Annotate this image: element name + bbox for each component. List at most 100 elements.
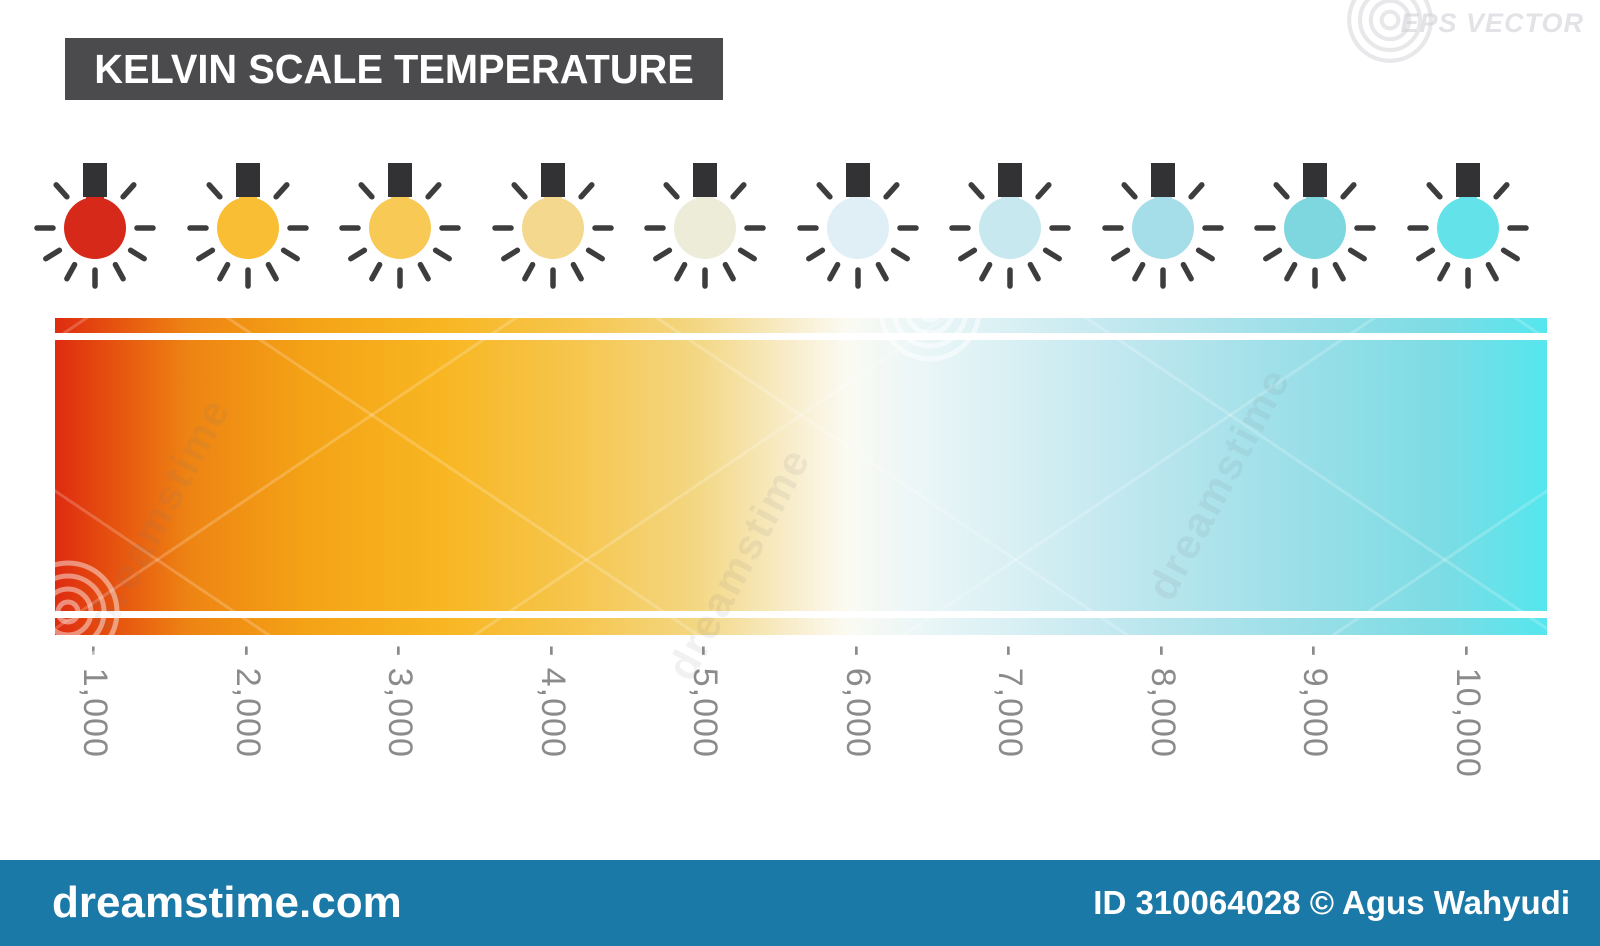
- bulb-ray: [577, 182, 595, 200]
- bulb-ray: [1485, 261, 1499, 282]
- bulb-ray: [64, 261, 78, 282]
- temperature-gradient-bar: [55, 318, 1547, 635]
- bulb-cap: [1150, 163, 1175, 197]
- bulb-row: [0, 157, 1600, 302]
- page-title: KELVIN SCALE TEMPERATURE: [94, 45, 694, 92]
- bulb-cap: [540, 163, 565, 197]
- bulb-ray: [1180, 261, 1194, 282]
- tick-label-8000: - 8,000: [1143, 645, 1182, 758]
- bulb-ray: [1340, 182, 1357, 200]
- bulb-ray: [979, 261, 993, 282]
- bulb-cap: [845, 163, 870, 197]
- watermark-crosshatch: [55, 318, 1547, 635]
- bulb-ray: [348, 247, 368, 262]
- tick-label-10000: - 10,000: [1448, 645, 1487, 778]
- bulb-ray: [1436, 261, 1450, 282]
- bulb-ray: [722, 261, 736, 282]
- bulb-globe: [216, 197, 279, 259]
- bulb-ray: [1347, 247, 1367, 262]
- bulb-ray: [826, 261, 840, 282]
- bulb-globe: [979, 197, 1041, 259]
- bulb-ray: [968, 182, 985, 200]
- bulb-ray: [358, 182, 375, 200]
- bulb-ray: [1284, 261, 1298, 282]
- bulb-ray: [875, 261, 889, 282]
- bulb-ray: [882, 182, 900, 200]
- bulb-ray: [1120, 182, 1138, 200]
- bulb-ray: [205, 182, 223, 200]
- bulb-ray: [1425, 182, 1443, 200]
- eps-vector-watermark: EPS VECTOR: [1400, 8, 1584, 38]
- bulb-ray: [120, 182, 137, 200]
- bulb-10000k: [1406, 163, 1529, 289]
- tick-label-1000: - 1,000: [76, 645, 114, 758]
- tick-label-6000: - 6,000: [838, 645, 877, 758]
- tick-label-3000: - 3,000: [381, 645, 419, 758]
- bar-divider-bottom: [55, 611, 1547, 618]
- bulb-ray: [570, 261, 584, 282]
- bulb-ray: [112, 261, 126, 282]
- image-credit: ID 310064028 © Agus Wahyudi: [1093, 884, 1570, 921]
- bulb-5000k: [644, 163, 766, 289]
- tick-label-2000: - 2,000: [228, 645, 267, 758]
- bulb-globe: [369, 197, 431, 259]
- bulb-ray: [432, 247, 452, 262]
- bulb-4000k: [491, 163, 614, 289]
- bulb-ray: [425, 182, 442, 200]
- bulb-globe: [1131, 197, 1194, 259]
- bulb-cap: [998, 163, 1022, 197]
- bulb-2000k: [186, 163, 309, 289]
- bulb-globe: [521, 197, 584, 259]
- bulb-ray: [43, 247, 63, 262]
- bulb-cap: [693, 163, 717, 197]
- bulb-ray: [1492, 182, 1510, 200]
- tick-label-5000: - 5,000: [686, 645, 724, 758]
- bulb-ray: [805, 247, 825, 262]
- tick-label-4000: - 4,000: [533, 645, 572, 758]
- bulb-ray: [280, 247, 300, 262]
- bulb-ray: [1131, 261, 1145, 282]
- watermark-footer: dreamstime.com ID 310064028 © Agus Wahyu…: [0, 860, 1600, 946]
- bulb-ray: [500, 247, 520, 262]
- bulb-9000k: [1254, 163, 1376, 289]
- bulb-cap: [235, 163, 260, 197]
- bulb-ray: [1332, 261, 1346, 282]
- bulb-cap: [388, 163, 412, 197]
- bulb-ray: [1195, 247, 1215, 262]
- tick-label-7000: - 7,000: [991, 645, 1029, 758]
- bulb-ray: [890, 247, 910, 262]
- bulb-ray: [815, 182, 833, 200]
- bulb-cap: [1303, 163, 1327, 197]
- bulb-ray: [369, 261, 383, 282]
- bar-divider-top: [55, 333, 1547, 340]
- bulb-ray: [1187, 182, 1205, 200]
- dreamstime-logo: dreamstime.com: [52, 878, 402, 927]
- bulb-cap: [1455, 163, 1480, 197]
- bulb-ray: [53, 182, 70, 200]
- bulb-ray: [195, 247, 215, 262]
- bulb-ray: [958, 247, 978, 262]
- bulb-1000k: [34, 163, 156, 289]
- tick-label-9000: - 9,000: [1296, 645, 1334, 758]
- bulb-8000k: [1101, 163, 1224, 289]
- bulb-cap: [83, 163, 107, 197]
- bulb-globe: [1436, 197, 1499, 259]
- bulb-ray: [1263, 247, 1283, 262]
- bulb-globe: [1284, 197, 1346, 259]
- bulb-ray: [1273, 182, 1290, 200]
- bulb-3000k: [339, 163, 461, 289]
- bulb-globe: [64, 197, 126, 259]
- bulb-ray: [1027, 261, 1041, 282]
- title-box: KELVIN SCALE TEMPERATURE: [65, 38, 723, 100]
- bulb-ray: [1110, 247, 1130, 262]
- bulb-ray: [521, 261, 535, 282]
- bulb-ray: [730, 182, 747, 200]
- bulb-ray: [510, 182, 528, 200]
- bulb-7000k: [949, 163, 1071, 289]
- bulb-ray: [1500, 247, 1520, 262]
- bulb-ray: [127, 247, 147, 262]
- bulb-ray: [653, 247, 673, 262]
- bulb-ray: [216, 261, 230, 282]
- bulb-ray: [737, 247, 757, 262]
